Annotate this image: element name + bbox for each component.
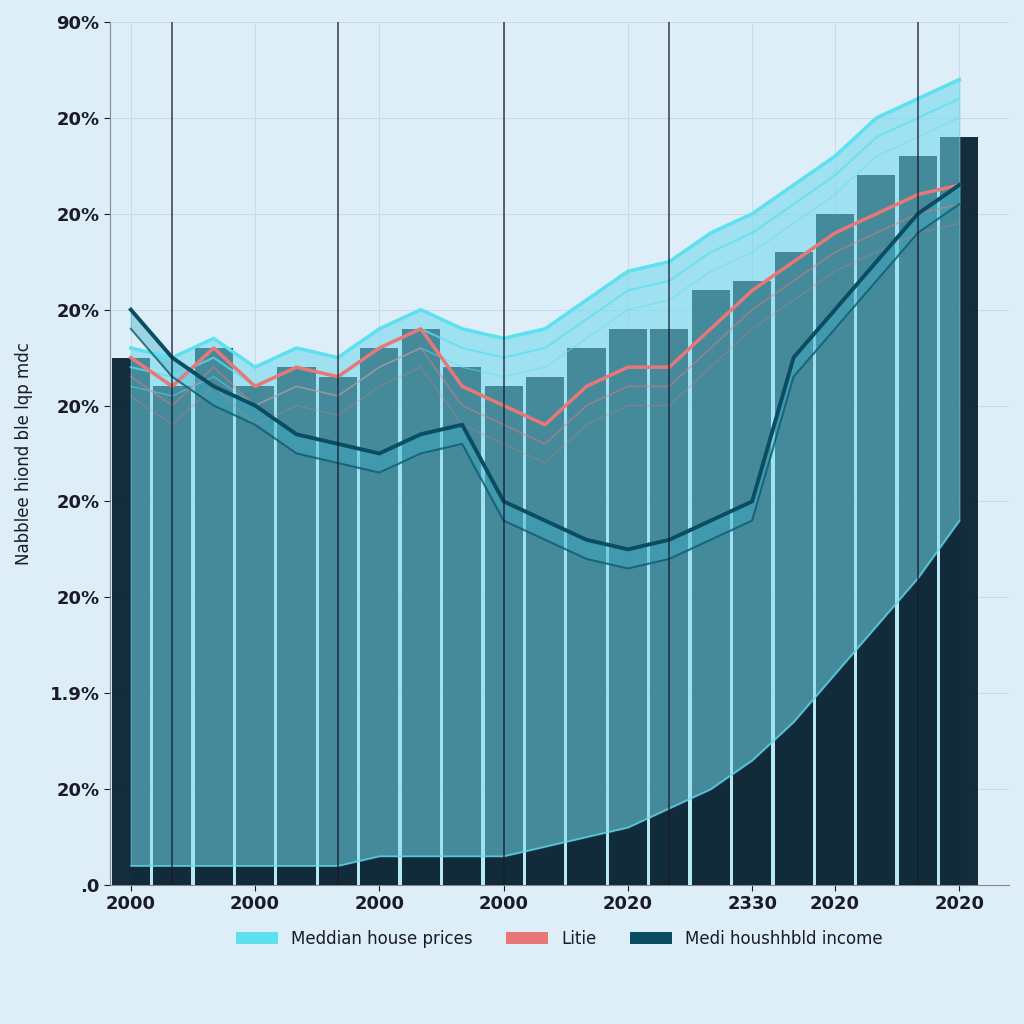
- Bar: [899, 157, 937, 885]
- Bar: [774, 252, 813, 885]
- Y-axis label: Nabblee hiond ble lqp mdc: Nabblee hiond ble lqp mdc: [15, 342, 33, 565]
- Legend: Meddian house prices, Litie, Medi houshhbld income: Meddian house prices, Litie, Medi houshh…: [229, 923, 889, 954]
- Bar: [236, 386, 274, 885]
- Bar: [154, 386, 191, 885]
- Bar: [484, 386, 522, 885]
- Bar: [443, 368, 481, 885]
- Bar: [318, 377, 357, 885]
- Bar: [278, 368, 315, 885]
- Bar: [567, 348, 605, 885]
- Bar: [609, 329, 647, 885]
- Bar: [650, 329, 688, 885]
- Bar: [401, 329, 440, 885]
- Bar: [816, 214, 854, 885]
- Bar: [526, 377, 564, 885]
- Bar: [112, 357, 150, 885]
- Bar: [733, 281, 771, 885]
- Bar: [857, 175, 896, 885]
- Bar: [360, 348, 398, 885]
- Bar: [940, 137, 978, 885]
- Bar: [195, 348, 232, 885]
- Bar: [691, 291, 730, 885]
